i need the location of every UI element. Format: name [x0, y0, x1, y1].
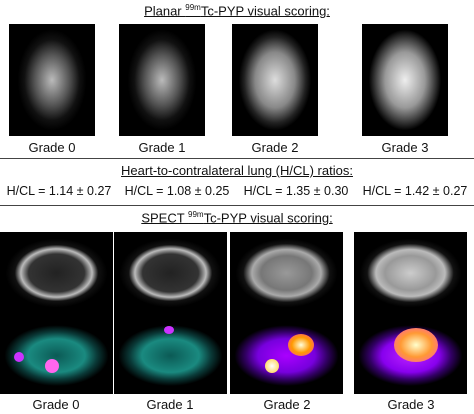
- hotspot: [14, 352, 24, 362]
- grade-label: Grade 3: [381, 140, 429, 155]
- grade-label: Grade 0: [28, 140, 76, 155]
- hotspot: [164, 326, 174, 334]
- divider: [0, 158, 474, 159]
- grade-label: Grade 2: [263, 397, 311, 412]
- title-text: Tc-PYP visual scoring:: [200, 3, 330, 19]
- spect-image: [114, 232, 227, 314]
- spect-image: [230, 232, 343, 314]
- ratio: H/CL = 1.35 ± 0.30: [243, 184, 349, 198]
- planar-image: [232, 24, 318, 136]
- ratio: H/CL = 1.08 ± 0.25: [124, 184, 230, 198]
- hotspot: [265, 359, 279, 373]
- title-text: SPECT: [141, 210, 189, 226]
- grade-label: Grade 1: [138, 140, 186, 155]
- spect-color-image: [230, 314, 343, 394]
- planar-image: [9, 24, 95, 136]
- grade-label: Grade 2: [251, 140, 299, 155]
- title-text: Planar: [144, 3, 186, 19]
- spect-color-image: [114, 314, 227, 394]
- spect-image: [0, 232, 113, 314]
- hotspot: [45, 359, 59, 373]
- spect-color-image: [0, 314, 113, 394]
- planar-image: [362, 24, 448, 136]
- ratio: H/CL = 1.42 ± 0.27: [362, 184, 468, 198]
- grade-label: Grade 3: [387, 397, 435, 412]
- divider: [0, 205, 474, 206]
- title-sup: 99m: [185, 3, 201, 12]
- ratios-title: Heart-to-contralateral lung (H/CL) ratio…: [121, 163, 353, 178]
- planar-image: [119, 24, 205, 136]
- spect-title: SPECT 99mTc-PYP visual scoring:: [0, 210, 474, 225]
- title-text: Tc-PYP visual scoring:: [203, 210, 333, 226]
- hotspot: [288, 334, 314, 356]
- title-sup: 99m: [188, 210, 204, 219]
- spect-image: [354, 232, 467, 314]
- hotspot: [394, 328, 438, 362]
- spect-color-image: [354, 314, 467, 394]
- ratio: H/CL = 1.14 ± 0.27: [6, 184, 112, 198]
- grade-label: Grade 0: [32, 397, 80, 412]
- grade-label: Grade 1: [146, 397, 194, 412]
- planar-title: Planar 99mTc-PYP visual scoring:: [0, 3, 474, 18]
